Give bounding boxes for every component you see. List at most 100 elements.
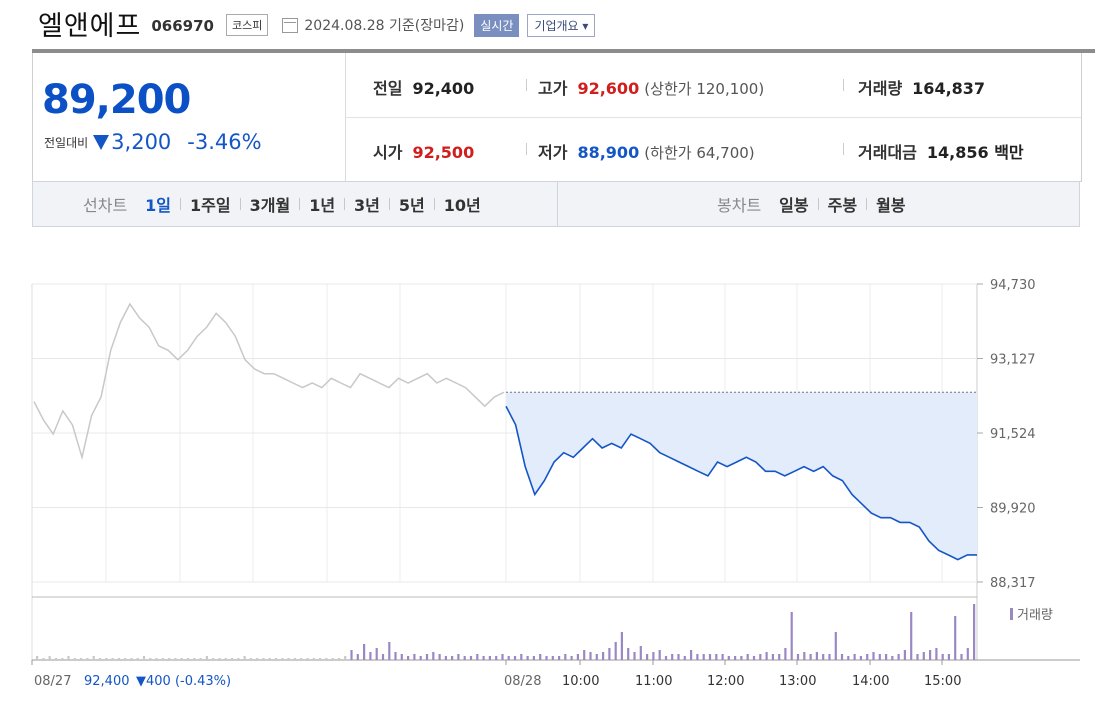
volume-bar <box>740 656 743 660</box>
volume-bar <box>344 656 347 660</box>
volume-bar <box>369 652 372 660</box>
volume-bar <box>293 658 296 660</box>
volume-bar <box>432 652 435 660</box>
volume-bar <box>545 656 548 660</box>
volume-bar <box>960 654 963 660</box>
line-chart-periods: 선차트 1일 1주일 3개월 1년 3년 5년 10년 <box>83 182 481 226</box>
volume-bar <box>281 658 284 660</box>
today-price-line <box>505 405 977 561</box>
volume-bar <box>954 616 957 660</box>
y-tick-label: 88,317 <box>990 576 1036 591</box>
volume-bar <box>866 654 869 660</box>
volume-bar <box>778 654 781 660</box>
candle-weekly[interactable]: 주봉 <box>827 196 858 215</box>
volume-bar <box>834 632 837 660</box>
volume-bar <box>36 656 39 660</box>
volume-bar <box>67 656 70 660</box>
volume-bar <box>897 654 900 660</box>
volume-bar <box>520 654 523 660</box>
period-3y[interactable]: 3년 <box>354 196 380 215</box>
volume-bar <box>268 658 271 660</box>
candle-chart-label: 봉차트 <box>717 196 762 215</box>
volume-bar <box>583 650 586 660</box>
volume-bar <box>319 658 322 660</box>
line-chart-label: 선차트 <box>83 196 128 215</box>
corp-info-button[interactable]: 기업개요 ▾ <box>527 13 596 37</box>
period-1y[interactable]: 1년 <box>309 196 336 215</box>
volume-bar <box>903 650 906 660</box>
volume-bar <box>451 656 454 660</box>
volume-bar <box>859 656 862 660</box>
volume-bar <box>205 656 208 660</box>
volume-bar <box>86 658 89 660</box>
period-1d[interactable]: 1일 <box>145 196 172 215</box>
volume-bar <box>186 658 190 660</box>
volume-bar <box>363 644 366 660</box>
period-5y[interactable]: 5년 <box>398 196 425 215</box>
current-price: 89,200 <box>42 77 191 123</box>
volume-bar <box>671 654 674 660</box>
volume-bar <box>306 658 309 660</box>
quote-row-1: 전일 92,400 고가 92,600 (상한가 120,100) 거래량 164,8… <box>346 53 1081 118</box>
stock-name: 엘앤에프 <box>38 10 142 42</box>
volume-bar <box>677 654 680 660</box>
period-3m[interactable]: 3개월 <box>249 196 291 215</box>
volume-bar <box>400 654 403 660</box>
volume-bar <box>444 656 447 660</box>
volume-legend-swatch <box>1010 608 1013 620</box>
y-tick-label: 94,730 <box>990 278 1036 293</box>
volume-bar <box>589 652 592 660</box>
period-1w[interactable]: 1주일 <box>190 196 231 215</box>
volume-bar <box>891 656 894 660</box>
volume-bar <box>771 654 774 660</box>
volume-bar <box>142 656 146 660</box>
base-date: 2024.08.28 기준(장마감) <box>304 18 465 34</box>
volume-bar <box>558 656 561 660</box>
volume-bar <box>973 604 976 660</box>
volume-bar <box>42 658 45 660</box>
candle-daily[interactable]: 일봉 <box>779 196 809 215</box>
volume-bar <box>576 654 579 660</box>
volume-bar <box>463 656 466 660</box>
candle-monthly[interactable]: 월봉 <box>876 196 906 215</box>
candle-chart-periods: 봉차트 일봉 주봉 월봉 <box>717 182 906 226</box>
y-tick-label: 93,127 <box>990 353 1036 368</box>
volume-bar <box>92 656 95 660</box>
volume-bar <box>124 658 127 660</box>
volume-bar <box>513 656 517 660</box>
x-tick-label: 11:00 <box>635 674 672 689</box>
volume-bar <box>664 656 668 660</box>
volume-bar <box>356 654 359 660</box>
volume-bar <box>388 642 391 660</box>
volume-bar <box>840 654 844 660</box>
volume-bar <box>425 654 429 660</box>
volume-bar <box>910 612 913 660</box>
volume-bar <box>966 648 969 660</box>
volume-bar <box>243 656 246 660</box>
volume-bar <box>61 658 64 660</box>
volume-bar <box>111 658 114 660</box>
volume-bar <box>746 654 749 660</box>
volume-bar <box>734 656 737 660</box>
volume-bar <box>765 652 768 660</box>
volume-bar <box>193 658 196 660</box>
volume-bar <box>595 654 598 660</box>
today-area-fill <box>506 392 977 560</box>
stock-header: 엘앤에프 066970 코스피 2024.08.28 기준(장마감) 실시간 기… <box>38 6 596 42</box>
realtime-button[interactable]: 실시간 <box>474 13 520 37</box>
volume-bar <box>149 658 152 660</box>
open-price: 시가 92,500 <box>373 143 475 162</box>
volume-bar <box>413 654 416 660</box>
volume-bar <box>633 652 636 660</box>
change-value: 3,200 <box>111 130 172 154</box>
volume-bar <box>73 658 76 660</box>
prev-day-close: 92,400 <box>84 674 130 689</box>
period-10y[interactable]: 10년 <box>443 196 481 215</box>
prev-close: 전일 92,400 <box>373 79 475 98</box>
market-badge: 코스피 <box>226 14 269 36</box>
volume-bar <box>784 648 787 660</box>
volume-bar <box>256 658 259 660</box>
volume-bar <box>620 632 623 660</box>
low-price: 저가 88,900 (하한가 64,700) <box>538 143 755 162</box>
volume-bar <box>199 658 202 660</box>
